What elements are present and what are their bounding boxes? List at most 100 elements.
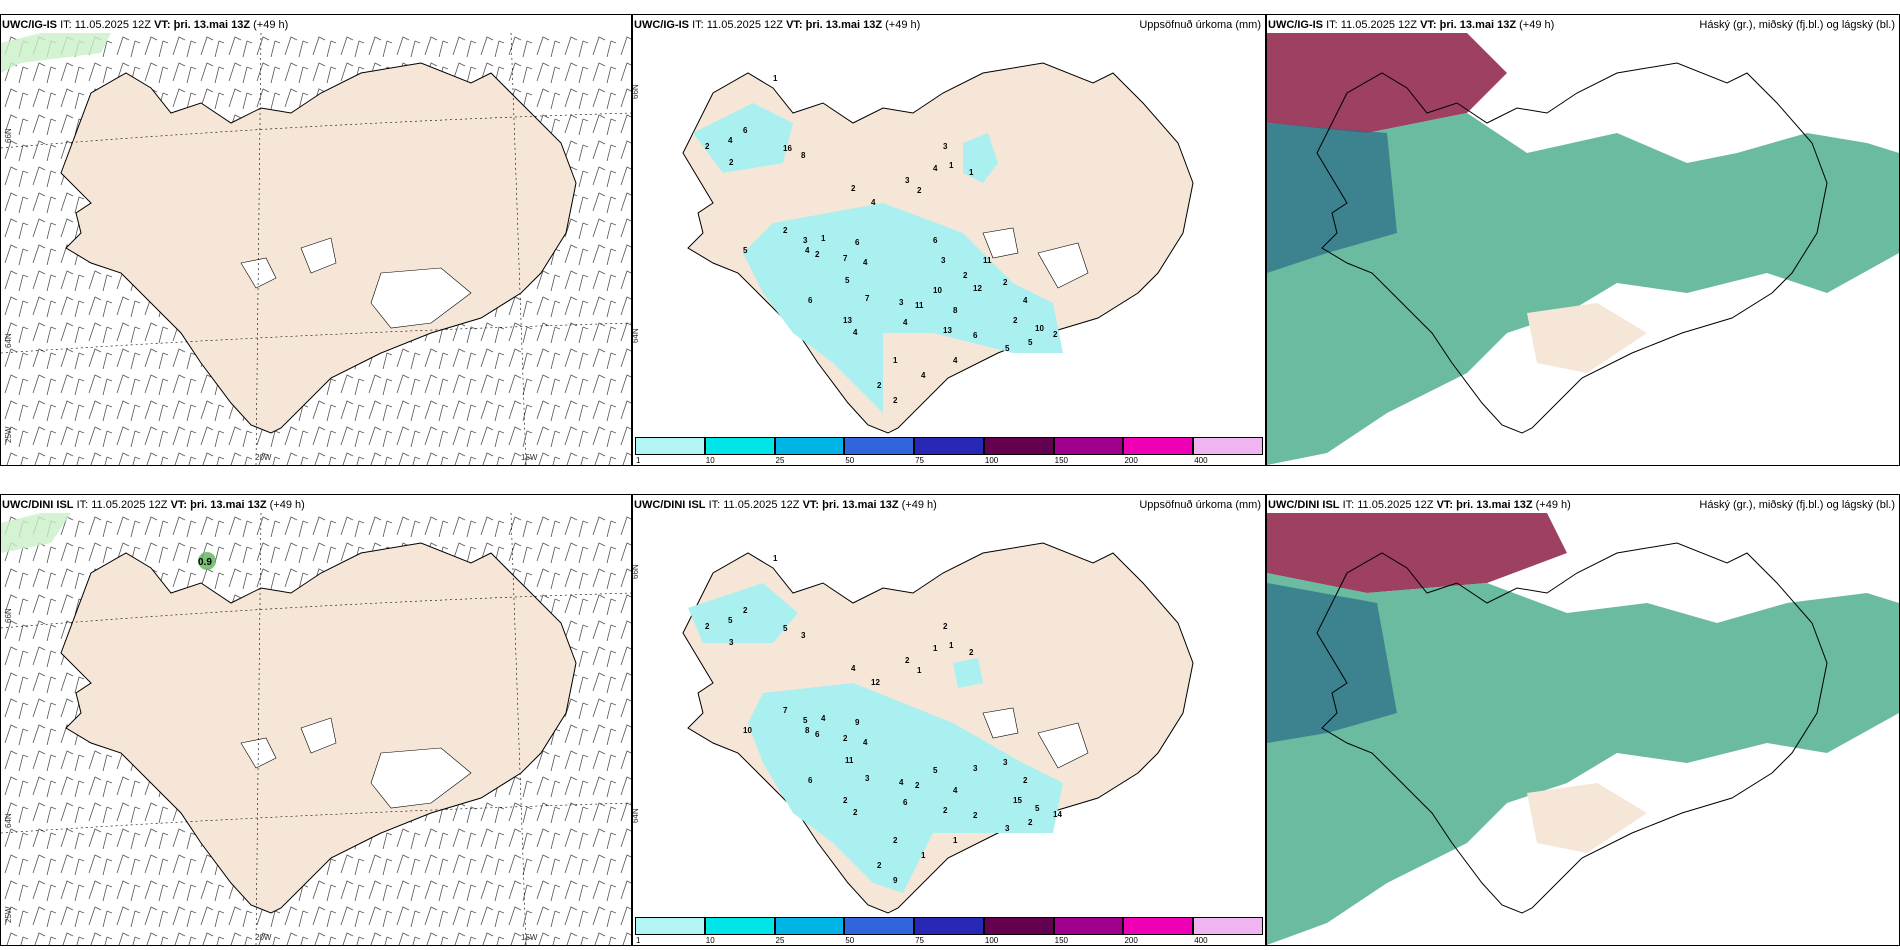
colorbar-swatch xyxy=(1123,437,1194,455)
panel-header: UWC/DINI ISL IT: 11.05.2025 12Z VT: þri.… xyxy=(634,499,937,511)
precip-value-label: 4 xyxy=(899,778,904,787)
colorbar-tick-label: 25 xyxy=(775,936,785,945)
precip-value-label: 8 xyxy=(953,306,958,315)
precip-value-label: 5 xyxy=(1035,804,1040,813)
precip-value-label: 2 xyxy=(973,811,978,820)
precip-value-label: 2 xyxy=(1023,776,1028,785)
precip-value-label: 13 xyxy=(943,326,952,335)
precip-value-label: 4 xyxy=(903,318,908,327)
cloud-map xyxy=(1267,513,1899,945)
precip-value-label: 1 xyxy=(917,666,922,675)
precip-value-label: 2 xyxy=(843,796,848,805)
precip-value-label: 1 xyxy=(821,234,826,243)
precip-value-label: 4 xyxy=(863,258,868,267)
precip-value-label: 12 xyxy=(973,284,982,293)
colorbar-tick-label: 75 xyxy=(915,456,925,465)
precip-value-label: 7 xyxy=(865,294,870,303)
colorbar-tick-label: 150 xyxy=(1054,936,1069,945)
precip-value-label: 9 xyxy=(855,718,860,727)
precip-value-label: 15 xyxy=(1013,796,1022,805)
precip-panel-top: UWC/IG-IS IT: 11.05.2025 12Z VT: þri. 13… xyxy=(632,14,1266,466)
colorbar-swatch xyxy=(914,437,984,455)
cloud-map xyxy=(1267,33,1899,465)
precip-value-label: 8 xyxy=(805,726,810,735)
precip-value-label: 2 xyxy=(705,622,710,631)
colorbar-tick-label: 10 xyxy=(705,456,715,465)
precip-value-label: 2 xyxy=(969,648,974,657)
precip-value-label: 1 xyxy=(949,161,954,170)
lat-label-top: 66N xyxy=(4,608,13,623)
precip-value-label: 6 xyxy=(933,236,938,245)
precip-value-label: 14 xyxy=(1053,810,1062,819)
lat-label-bottom: 64N xyxy=(632,808,640,823)
precip-value-label: 1 xyxy=(921,851,926,860)
precip-value-label: 6 xyxy=(815,730,820,739)
precip-value-label: 3 xyxy=(943,142,948,151)
precip-value-label: 2 xyxy=(915,781,920,790)
precip-value-label: 2 xyxy=(877,861,882,870)
precip-value-label: 3 xyxy=(865,774,870,783)
lat-label-bottom: 64N xyxy=(4,813,13,828)
precip-value-label: 4 xyxy=(863,738,868,747)
precip-value-label: 3 xyxy=(905,176,910,185)
precip-value-label: 2 xyxy=(943,622,948,631)
wind-value-label: 0.9 xyxy=(198,557,212,568)
precip-value-label: 2 xyxy=(963,271,968,280)
precip-value-label: 1 xyxy=(893,356,898,365)
precip-value-label: 3 xyxy=(1005,824,1010,833)
iceland-outline xyxy=(1316,542,1828,914)
precip-value-label: 5 xyxy=(845,276,850,285)
lon-label-right: 15W xyxy=(521,453,538,462)
precip-value-label: 6 xyxy=(903,798,908,807)
precip-value-label: 4 xyxy=(921,371,926,380)
precip-value-label: 4 xyxy=(1023,296,1028,305)
colorbar-tick-label: 200 xyxy=(1124,936,1138,945)
cloud-panel-bottom: UWC/DINI ISL IT: 11.05.2025 12Z VT: þri.… xyxy=(1266,494,1900,946)
precip-value-label: 13 xyxy=(843,316,852,325)
precip-panel-bottom: UWC/DINI ISL IT: 11.05.2025 12Z VT: þri.… xyxy=(632,494,1266,946)
precip-value-label: 11 xyxy=(845,756,854,765)
precip-value-label: 7 xyxy=(783,706,788,715)
precip-value-label: 2 xyxy=(815,250,820,259)
precip-value-label: 2 xyxy=(1003,278,1008,287)
precip-value-label: 2 xyxy=(729,158,734,167)
precip-value-label: 6 xyxy=(808,776,813,785)
precip-value-label: 3 xyxy=(899,298,904,307)
precip-value-label: 5 xyxy=(783,624,788,633)
precip-value-label: 4 xyxy=(953,356,958,365)
colorbar-tick-label: 1 xyxy=(636,936,641,945)
precip-value-label: 8 xyxy=(801,151,806,160)
colorbar-swatch xyxy=(1193,437,1263,455)
precip-value-label: 5 xyxy=(1028,338,1033,347)
panel-header: UWC/DINI ISL IT: 11.05.2025 12Z VT: þri.… xyxy=(2,499,305,511)
colorbar-swatch xyxy=(1193,917,1263,935)
precip-value-label: 10 xyxy=(933,286,942,295)
precip-value-label: 1 xyxy=(953,836,958,845)
colorbar-tick-label: 100 xyxy=(984,456,999,465)
colorbar-swatch xyxy=(1053,437,1124,455)
panel-header: UWC/DINI ISL IT: 11.05.2025 12Z VT: þri.… xyxy=(1268,499,1571,511)
lat-label-bottom: 64N xyxy=(4,333,13,348)
precip-value-label: 2 xyxy=(877,381,882,390)
colorbar-swatch xyxy=(704,917,775,935)
colorbar-swatch xyxy=(704,437,775,455)
precip-value-label: 2 xyxy=(705,142,710,151)
precip-value-label: 5 xyxy=(803,716,808,725)
lon-label-mid: 20W xyxy=(255,453,272,462)
colorbar-tick-label: 50 xyxy=(845,456,855,465)
precip-value-label: 10 xyxy=(743,726,752,735)
precip-value-label: 4 xyxy=(728,136,733,145)
precip-value-label: 2 xyxy=(943,806,948,815)
precip-title: Uppsöfnuð úrkoma (mm) xyxy=(1139,499,1261,511)
precip-value-label: 2 xyxy=(1053,330,1058,339)
lat-label-top: 66N xyxy=(632,84,640,99)
precip-value-label: 5 xyxy=(728,616,733,625)
colorbar-swatch xyxy=(774,437,845,455)
precip-value-label: 6 xyxy=(808,296,813,305)
precip-value-label: 6 xyxy=(973,331,978,340)
precip-value-label: 2 xyxy=(1028,818,1033,827)
precip-value-label: 4 xyxy=(821,714,826,723)
precip-value-label: 11 xyxy=(983,256,992,265)
